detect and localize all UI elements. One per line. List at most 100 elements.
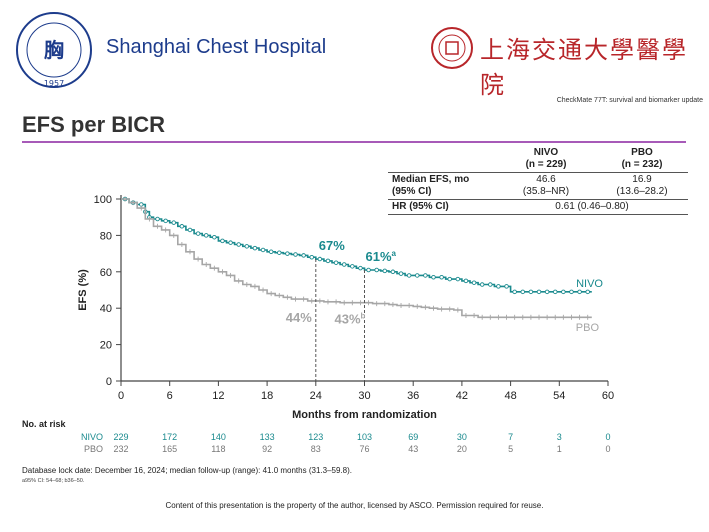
nivo-censor-mark	[195, 231, 201, 236]
chart-axes: 0 20 40 60 80 100 0 6 12 18 24 30 36 42 48 54 60 Months f…	[77, 194, 614, 421]
nivo-censor-mark	[260, 247, 266, 253]
nivo-censor-mark	[277, 250, 282, 255]
median-efs-sublabel: (95% CI)	[392, 186, 432, 197]
nivo-censor-mark	[374, 267, 379, 273]
landmark-label-nivo: 61%a	[366, 249, 397, 264]
table-row-median-efs: Median EFS, mo (95% CI) 46.6 (35.8–NR) 1…	[388, 172, 688, 200]
nivo-censor-mark	[471, 280, 477, 285]
nivo-censor-mark	[577, 289, 582, 295]
at-risk-value-pbo: 76	[359, 444, 369, 454]
efs-summary-table: NIVO (n = 229) PBO (n = 232) Median EFS,…	[388, 146, 688, 215]
table-header-row: NIVO (n = 229) PBO (n = 232)	[388, 146, 688, 173]
nivo-censor-mark	[398, 271, 404, 276]
x-tick-label: 48	[504, 390, 516, 402]
at-risk-value-pbo: 43	[408, 444, 418, 454]
university-name: 上海交通大學醫學院	[480, 36, 688, 99]
trial-title: CheckMate 77T: survival and biomarker up…	[556, 97, 703, 104]
nivo-censor-mark	[504, 284, 509, 289]
nivo-censor-mark	[171, 220, 177, 225]
y-tick-label: 60	[100, 267, 112, 279]
median-efs-pbo-value: 16.9	[632, 174, 652, 185]
at-risk-value-pbo: 1	[557, 444, 562, 454]
x-tick-label: 54	[553, 390, 565, 402]
nivo-censor-mark	[520, 289, 526, 295]
hospital-name: Shanghai Chest Hospital	[106, 36, 327, 58]
nivo-censor-mark	[390, 269, 396, 275]
nivo-censor-mark	[463, 278, 469, 284]
nivo-censor-mark	[544, 289, 550, 295]
nivo-censor-mark	[317, 256, 323, 262]
table-row-hr: HR (95% CI) 0.61 (0.46–0.80)	[388, 199, 688, 215]
nivo-censor-mark	[341, 262, 347, 267]
nivo-censor-mark	[479, 282, 485, 287]
nivo-censor-mark	[268, 249, 274, 255]
x-tick-label: 30	[358, 390, 370, 402]
nivo-censor-mark	[552, 289, 558, 295]
median-efs-pbo: 16.9 (13.6–28.2)	[596, 172, 688, 200]
nivo-censor-mark	[293, 252, 298, 257]
x-tick-label: 18	[261, 390, 273, 402]
ci-footnote: a95% CI: 54–68; b36–50.	[22, 478, 85, 484]
nivo-censor-mark	[155, 216, 160, 222]
x-axis-title: Months from randomization	[292, 409, 437, 421]
landmark-superscript: b	[361, 312, 366, 321]
at-risk-value-pbo: 5	[508, 444, 513, 454]
x-tick-label: 60	[602, 390, 614, 402]
median-efs-label: Median EFS, mo (95% CI)	[388, 172, 496, 200]
x-tick-label: 36	[407, 390, 419, 402]
at-risk-value-pbo: 165	[162, 444, 177, 454]
nivo-col-n: (n = 229)	[525, 159, 567, 170]
nivo-censor-mark	[325, 258, 331, 264]
at-risk-value-nivo: 133	[260, 432, 275, 442]
database-lock-note: Database lock date: December 16, 2024; m…	[22, 466, 352, 475]
table-header-nivo: NIVO (n = 229)	[496, 146, 596, 173]
at-risk-row-label-pbo: PBO	[84, 444, 103, 454]
nivo-censor-mark	[358, 265, 363, 271]
median-efs-nivo-ci: (35.8–NR)	[522, 186, 570, 197]
nivo-censor-mark	[415, 273, 420, 278]
nivo-censor-mark	[569, 289, 574, 295]
nivo-censor-mark	[163, 218, 168, 224]
y-tick-label: 0	[106, 376, 112, 388]
nivo-censor-mark	[228, 240, 233, 245]
nivo-censor-mark	[212, 234, 217, 240]
nivo-censor-mark	[187, 227, 193, 233]
nivo-censor-mark	[512, 289, 517, 295]
at-risk-value-nivo: 3	[557, 432, 562, 442]
pbo-col-label: PBO	[631, 147, 653, 158]
nivo-curve	[121, 198, 592, 293]
median-efs-label-text: Median EFS, mo	[392, 174, 470, 185]
landmark-label-nivo: 67%	[319, 238, 345, 253]
nivo-censor-mark	[536, 289, 542, 295]
chart-series	[121, 196, 592, 320]
at-risk-value-pbo: 0	[605, 444, 610, 454]
at-risk-value-nivo: 30	[457, 432, 467, 442]
y-tick-label: 20	[100, 340, 112, 352]
pbo-col-n: (n = 232)	[621, 159, 663, 170]
nivo-censor-mark	[561, 289, 566, 295]
nivo-censor-mark	[179, 224, 185, 229]
at-risk-value-nivo: 140	[211, 432, 226, 442]
nivo-censor-mark	[252, 245, 258, 251]
series-label-pbo: PBO	[576, 322, 600, 334]
at-risk-value-pbo: 20	[457, 444, 467, 454]
nivo-censor-mark	[528, 289, 534, 295]
nivo-col-label: NIVO	[533, 147, 559, 158]
nivo-censor-mark	[366, 267, 371, 273]
y-axis-title: EFS (%)	[77, 269, 89, 311]
x-tick-label: 0	[118, 390, 124, 402]
landmark-superscript: a	[392, 249, 397, 258]
at-risk-value-nivo: 0	[605, 432, 610, 442]
chart-annotations: 67% 61%a 44% 43%b NIVO PBO	[286, 238, 603, 381]
nivo-censor-mark	[406, 273, 412, 278]
at-risk-title: No. at risk	[22, 419, 67, 429]
y-tick-label: 100	[94, 194, 112, 206]
at-risk-value-pbo: 118	[211, 444, 225, 454]
x-tick-label: 24	[310, 390, 322, 402]
table-header-pbo: PBO (n = 232)	[596, 146, 688, 173]
nivo-censor-mark	[439, 275, 444, 280]
nivo-censor-mark	[455, 276, 461, 282]
nivo-censor-mark	[488, 282, 493, 287]
svg-text:胸: 胸	[44, 38, 64, 62]
